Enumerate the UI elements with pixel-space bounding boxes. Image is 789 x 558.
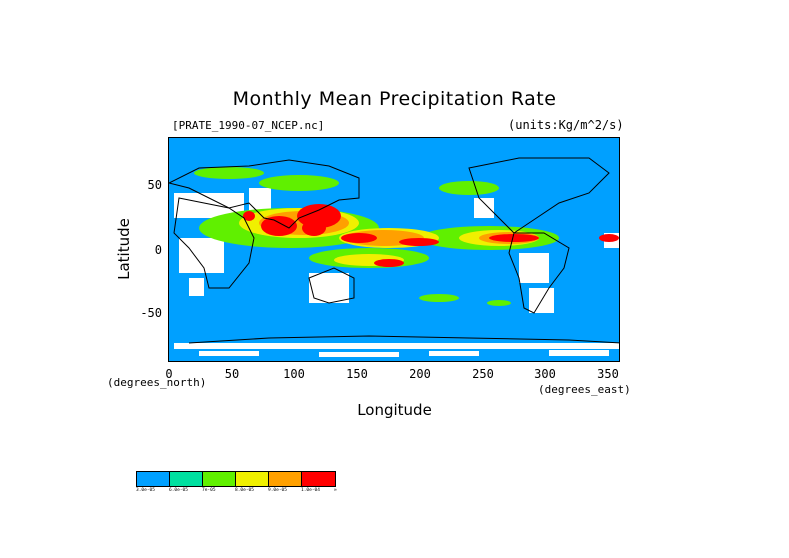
- y-unit-note: (degrees_north): [107, 376, 207, 389]
- chart-title: Monthly Mean Precipitation Rate: [232, 88, 557, 110]
- x-tick-label: 250: [472, 367, 494, 381]
- colorbar-label: ∞: [334, 488, 337, 493]
- y-tick-label: 50: [147, 178, 162, 192]
- y-axis-label: Latitude: [115, 218, 133, 280]
- x-tick-label: 150: [346, 367, 368, 381]
- colorbar-label: 6.0e-05: [169, 488, 188, 493]
- colorbar-label: 1.0e-04: [301, 488, 320, 493]
- colorbar-label: 9.0e-05: [268, 488, 287, 493]
- colorbar-swatch: [203, 472, 236, 486]
- colorbar-swatch: [269, 472, 302, 486]
- colorbar: [136, 471, 336, 487]
- map-plot-area: [168, 137, 620, 362]
- colorbar-label: 7e-05: [202, 488, 216, 493]
- x-unit-note: (degrees_east): [538, 383, 631, 396]
- source-filename: [PRATE_1990-07_NCEP.nc]: [172, 119, 325, 132]
- x-axis-label: Longitude: [357, 401, 432, 419]
- x-tick-label: 350: [597, 367, 619, 381]
- precip-red: [243, 204, 619, 267]
- colorbar-labels: 3.0e-05 6.0e-05 7e-05 8.0e-05 9.0e-05 1.0e-04…: [136, 488, 346, 496]
- colorbar-label: 8.0e-05: [235, 488, 254, 493]
- x-tick-label: 300: [534, 367, 556, 381]
- units-label: (units:Kg/m^2/s): [508, 118, 624, 132]
- colorbar-label: 3.0e-05: [136, 488, 155, 493]
- x-tick-label: 50: [224, 367, 240, 381]
- colorbar-swatch: [302, 472, 335, 486]
- colorbar-swatch: [236, 472, 269, 486]
- x-tick-label: 200: [409, 367, 431, 381]
- x-tick-label: 100: [283, 367, 305, 381]
- colorbar-swatch: [137, 472, 170, 486]
- coastlines: [169, 157, 619, 344]
- y-tick-label: -50: [140, 306, 162, 320]
- x-tick-label: 0: [165, 367, 173, 381]
- y-tick-label: 0: [154, 243, 162, 257]
- no-data-regions: [174, 188, 619, 357]
- colorbar-swatch: [170, 472, 203, 486]
